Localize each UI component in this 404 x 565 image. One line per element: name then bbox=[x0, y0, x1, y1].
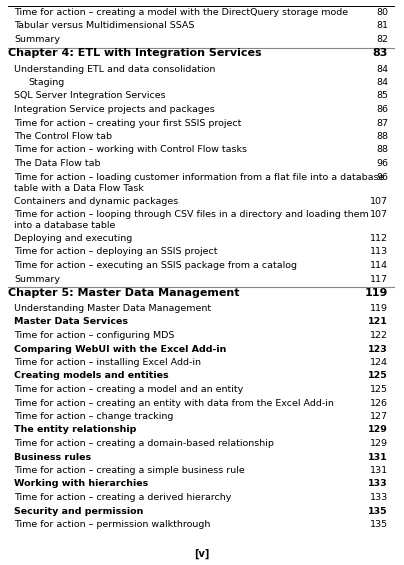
Text: Chapter 4: ETL with Integration Services: Chapter 4: ETL with Integration Services bbox=[8, 49, 262, 59]
Text: 117: 117 bbox=[370, 275, 388, 284]
Text: Understanding ETL and data consolidation: Understanding ETL and data consolidation bbox=[14, 64, 215, 73]
Text: Time for action – loading customer information from a flat file into a database
: Time for action – loading customer infor… bbox=[14, 172, 384, 193]
Text: 112: 112 bbox=[370, 234, 388, 243]
Text: Staging: Staging bbox=[28, 78, 64, 87]
Text: Integration Service projects and packages: Integration Service projects and package… bbox=[14, 105, 215, 114]
Text: 87: 87 bbox=[376, 119, 388, 128]
Text: Time for action – creating a derived hierarchy: Time for action – creating a derived hie… bbox=[14, 493, 231, 502]
Text: Summary: Summary bbox=[14, 275, 60, 284]
Text: Time for action – creating an entity with data from the Excel Add-in: Time for action – creating an entity wit… bbox=[14, 398, 334, 407]
Text: 96: 96 bbox=[376, 159, 388, 168]
Text: 125: 125 bbox=[370, 385, 388, 394]
Text: Time for action – configuring MDS: Time for action – configuring MDS bbox=[14, 331, 175, 340]
Text: Time for action – looping through CSV files in a directory and loading them
into: Time for action – looping through CSV fi… bbox=[14, 210, 369, 230]
Text: 125: 125 bbox=[368, 372, 388, 380]
Text: Time for action – working with Control Flow tasks: Time for action – working with Control F… bbox=[14, 146, 247, 154]
Text: Time for action – creating a domain-based relationship: Time for action – creating a domain-base… bbox=[14, 439, 274, 448]
Text: 124: 124 bbox=[370, 358, 388, 367]
Text: 135: 135 bbox=[370, 520, 388, 529]
Text: 107: 107 bbox=[370, 197, 388, 206]
Text: 121: 121 bbox=[368, 318, 388, 327]
Text: 107: 107 bbox=[370, 210, 388, 219]
Text: 85: 85 bbox=[376, 92, 388, 101]
Text: Time for action – creating a model and an entity: Time for action – creating a model and a… bbox=[14, 385, 243, 394]
Text: Time for action – executing an SSIS package from a catalog: Time for action – executing an SSIS pack… bbox=[14, 261, 297, 270]
Text: SQL Server Integration Services: SQL Server Integration Services bbox=[14, 92, 166, 101]
Text: Time for action – creating a model with the DirectQuery storage mode: Time for action – creating a model with … bbox=[14, 8, 348, 17]
Text: 88: 88 bbox=[376, 146, 388, 154]
Text: 119: 119 bbox=[365, 288, 388, 298]
Text: The Data Flow tab: The Data Flow tab bbox=[14, 159, 101, 168]
Text: 84: 84 bbox=[376, 78, 388, 87]
Text: Understanding Master Data Management: Understanding Master Data Management bbox=[14, 304, 211, 313]
Text: The entity relationship: The entity relationship bbox=[14, 425, 137, 434]
Text: Security and permission: Security and permission bbox=[14, 506, 143, 515]
Text: Time for action – permission walkthrough: Time for action – permission walkthrough bbox=[14, 520, 210, 529]
Text: 84: 84 bbox=[376, 64, 388, 73]
Text: Time for action – installing Excel Add-in: Time for action – installing Excel Add-i… bbox=[14, 358, 201, 367]
Text: Containers and dynamic packages: Containers and dynamic packages bbox=[14, 197, 178, 206]
Text: Chapter 5: Master Data Management: Chapter 5: Master Data Management bbox=[8, 288, 240, 298]
Text: 83: 83 bbox=[372, 49, 388, 59]
Text: [v]: [v] bbox=[194, 549, 210, 559]
Text: Summary: Summary bbox=[14, 35, 60, 44]
Text: 122: 122 bbox=[370, 331, 388, 340]
Text: Master Data Services: Master Data Services bbox=[14, 318, 128, 327]
Text: Time for action – creating your first SSIS project: Time for action – creating your first SS… bbox=[14, 119, 241, 128]
Text: 86: 86 bbox=[376, 105, 388, 114]
Text: The Control Flow tab: The Control Flow tab bbox=[14, 132, 112, 141]
Text: 114: 114 bbox=[370, 261, 388, 270]
Text: 123: 123 bbox=[368, 345, 388, 354]
Text: Time for action – change tracking: Time for action – change tracking bbox=[14, 412, 173, 421]
Text: 133: 133 bbox=[370, 493, 388, 502]
Text: Creating models and entities: Creating models and entities bbox=[14, 372, 168, 380]
Text: 126: 126 bbox=[370, 398, 388, 407]
Text: Time for action – creating a simple business rule: Time for action – creating a simple busi… bbox=[14, 466, 245, 475]
Text: 113: 113 bbox=[370, 247, 388, 257]
Text: 131: 131 bbox=[368, 453, 388, 462]
Text: Tabular versus Multidimensional SSAS: Tabular versus Multidimensional SSAS bbox=[14, 21, 194, 31]
Text: Business rules: Business rules bbox=[14, 453, 91, 462]
Text: 96: 96 bbox=[376, 172, 388, 181]
Text: 82: 82 bbox=[376, 35, 388, 44]
Text: Deploying and executing: Deploying and executing bbox=[14, 234, 132, 243]
Text: 80: 80 bbox=[376, 8, 388, 17]
Text: 129: 129 bbox=[368, 425, 388, 434]
Text: 81: 81 bbox=[376, 21, 388, 31]
Text: Comparing WebUI with the Excel Add-in: Comparing WebUI with the Excel Add-in bbox=[14, 345, 226, 354]
Text: 129: 129 bbox=[370, 439, 388, 448]
Text: 133: 133 bbox=[368, 480, 388, 489]
Text: 127: 127 bbox=[370, 412, 388, 421]
Text: Working with hierarchies: Working with hierarchies bbox=[14, 480, 148, 489]
Text: 135: 135 bbox=[368, 506, 388, 515]
Text: 88: 88 bbox=[376, 132, 388, 141]
Text: 119: 119 bbox=[370, 304, 388, 313]
Text: 131: 131 bbox=[370, 466, 388, 475]
Text: Time for action – deploying an SSIS project: Time for action – deploying an SSIS proj… bbox=[14, 247, 217, 257]
